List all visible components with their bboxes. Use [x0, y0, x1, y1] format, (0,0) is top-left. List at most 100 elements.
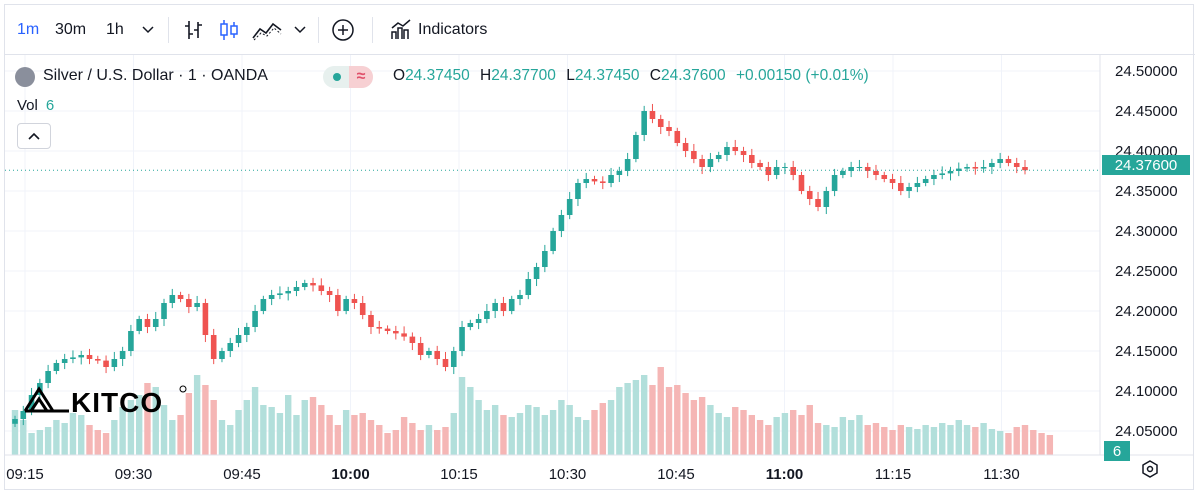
volume-bar: [434, 430, 441, 455]
candle: [583, 172, 590, 189]
candle: [682, 137, 689, 158]
candle-body: [997, 159, 1003, 163]
bar-style-icon[interactable]: [183, 18, 205, 42]
candle-body: [873, 171, 879, 175]
volume-bar: [260, 405, 267, 455]
candle-body: [583, 179, 590, 183]
candle: [914, 176, 921, 193]
candle: [939, 166, 946, 180]
toolbar: 1m 30m 1h Indicator: [5, 5, 1195, 55]
candle-body: [715, 155, 722, 159]
candle: [1022, 159, 1028, 175]
time-scale[interactable]: 09:15 09:30 09:45 10:00 10:15 10:30 10:45 11:00…: [6, 466, 1019, 483]
candle: [359, 295, 366, 320]
candle-body: [244, 327, 250, 335]
time-tick-label: 11:15: [875, 466, 911, 483]
volume-bar: [36, 430, 44, 455]
candle: [351, 293, 358, 310]
volume-bar: [533, 407, 540, 455]
indicators-icon[interactable]: [389, 18, 413, 42]
collapse-legend-button[interactable]: [17, 123, 51, 149]
candlesticks: [12, 103, 1028, 427]
candle-body: [542, 251, 548, 267]
current-price-label: 24.37600: [1115, 157, 1178, 174]
volume-bar: [1013, 427, 1020, 455]
candle-body: [384, 328, 391, 331]
volume-bar: [765, 425, 772, 455]
volume-bar: [500, 415, 507, 455]
chevron-down-icon[interactable]: [293, 23, 307, 37]
price-scale[interactable]: 24.05000 24.10000 24.15000 24.20000 24.25000…: [1115, 63, 1178, 440]
candle-body: [285, 291, 291, 294]
candle-body: [517, 295, 523, 299]
open-key: O: [393, 67, 406, 84]
volume-bar: [169, 420, 176, 455]
candle: [691, 143, 697, 164]
candle: [558, 209, 565, 238]
volume-bar: [839, 417, 847, 455]
volume-bar: [483, 410, 491, 455]
high-value: 24.37700: [491, 67, 556, 84]
candle: [244, 322, 250, 343]
candle-body: [103, 360, 109, 367]
interval-1h-button[interactable]: 1h: [106, 21, 124, 38]
candle-body: [674, 131, 681, 143]
candle-body: [691, 151, 697, 159]
volume-bar: [988, 429, 996, 455]
candle-body: [20, 411, 27, 419]
candle-body: [467, 323, 474, 327]
price-tick-label: 24.15000: [1115, 343, 1178, 360]
candle: [235, 327, 242, 348]
candle-body: [434, 351, 441, 359]
candle-body: [293, 287, 300, 291]
price-tick-label: 24.20000: [1115, 303, 1178, 320]
settings-gear-icon[interactable]: [1142, 460, 1158, 478]
interval-1m-button[interactable]: 1m: [17, 21, 40, 38]
candle-body: [566, 199, 573, 215]
time-tick-label: 09:45: [223, 466, 261, 483]
interval-30m-button[interactable]: 30m: [55, 21, 87, 38]
volume-bar: [831, 427, 838, 455]
candle: [103, 355, 109, 374]
candle-body: [310, 283, 316, 286]
current-volume-label: 6: [1113, 443, 1121, 460]
volume-bar: [491, 405, 499, 455]
volume-bar: [417, 430, 424, 455]
symbol-title[interactable]: Silver / U.S. Dollar · 1 · OANDA: [43, 67, 268, 84]
compare-plus-icon[interactable]: [331, 18, 355, 42]
volume-bar: [856, 415, 863, 455]
volume-bar: [963, 425, 971, 455]
volume-bar: [28, 433, 35, 455]
chart-canvas[interactable]: 24.05000 24.10000 24.15000 24.20000 24.25000…: [5, 55, 1193, 489]
volume-bar: [732, 407, 739, 455]
indicators-button[interactable]: Indicators: [418, 21, 488, 38]
candle-body: [235, 335, 242, 343]
volume-legend-value: 6: [45, 97, 55, 114]
candle: [815, 191, 821, 212]
market-status-pill[interactable]: ≈: [323, 66, 373, 88]
high-key: H: [480, 67, 492, 84]
candle-body: [699, 159, 705, 167]
volume-bar: [541, 415, 549, 455]
candle: [111, 351, 118, 372]
volume-bar: [301, 400, 308, 455]
volume-bar: [740, 410, 747, 455]
candle: [301, 279, 308, 291]
candle-body: [898, 183, 904, 191]
time-tick-label: 11:00: [766, 466, 804, 483]
candle: [492, 298, 498, 319]
candle: [666, 120, 672, 137]
candle-body: [732, 147, 739, 151]
volume-bar: [442, 427, 449, 455]
candle: [980, 159, 987, 173]
chevron-down-icon[interactable]: [141, 23, 155, 37]
candle-style-icon[interactable]: [217, 18, 241, 42]
volume-bar: [69, 413, 77, 455]
candle-body: [707, 159, 714, 167]
volume-bar: [574, 417, 582, 455]
candle: [12, 415, 18, 427]
toolbar-divider: [372, 17, 373, 43]
area-style-icon[interactable]: [251, 18, 283, 42]
candle-body: [525, 279, 532, 295]
candle: [202, 298, 209, 343]
